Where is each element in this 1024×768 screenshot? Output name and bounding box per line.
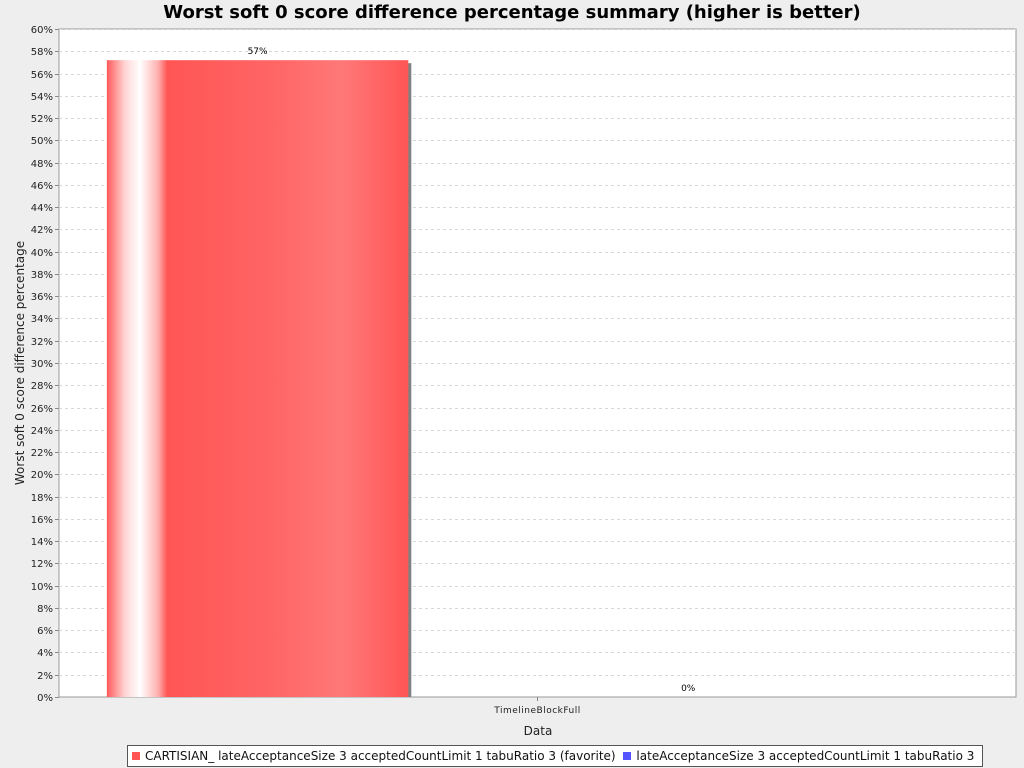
y-tick-label: 38% [31, 270, 53, 281]
y-tick-label: 26% [31, 404, 53, 415]
legend-swatch [132, 752, 140, 760]
y-axis-ticks: 0% 2% 4% 6% 8% 10% 12% 14% 16% 18% 20% 22% 24% 26% 28%… [31, 25, 59, 704]
y-tick-label: 18% [31, 493, 53, 504]
y-tick-label: 40% [31, 248, 53, 259]
y-axis-title: Worst soft 0 score difference percentage [13, 241, 27, 485]
y-tick-label: 56% [31, 70, 53, 81]
y-tick-label: 10% [31, 582, 53, 593]
y-tick-label: 54% [31, 92, 53, 103]
chart-title: Worst soft 0 score difference percentage… [163, 2, 861, 23]
y-tick-label: 2% [37, 671, 53, 682]
y-tick-label: 30% [31, 359, 53, 370]
x-tick-label: TimelineBlockFull [493, 706, 581, 716]
bar-value-label: 57% [248, 47, 268, 57]
plot-area: 57% 0% 0% 2% 4% 6% 8% 10% 12% 14% 16% 18% 20% 22% 24%… [13, 25, 1017, 738]
y-tick-label: 0% [37, 693, 53, 704]
y-tick-label: 28% [31, 381, 53, 392]
y-tick-label: 42% [31, 225, 53, 236]
legend-label: lateAcceptanceSize 3 acceptedCountLimit … [636, 749, 975, 763]
legend: CARTISIAN_ lateAcceptanceSize 3 accepted… [127, 745, 984, 767]
y-tick-label: 48% [31, 159, 53, 170]
bar [106, 60, 409, 697]
legend-label: CARTISIAN_ lateAcceptanceSize 3 accepted… [145, 749, 616, 763]
bar-value-label: 0% [681, 684, 696, 694]
y-tick-label: 34% [31, 314, 53, 325]
y-tick-label: 6% [37, 626, 53, 637]
y-tick-label: 46% [31, 181, 53, 192]
bars: 57% 0% [106, 47, 696, 697]
y-tick-label: 22% [31, 448, 53, 459]
y-tick-label: 44% [31, 203, 53, 214]
y-tick-label: 20% [31, 470, 53, 481]
x-axis-ticks: TimelineBlockFull [493, 697, 581, 716]
y-tick-label: 60% [31, 25, 53, 36]
legend-item: lateAcceptanceSize 3 acceptedCountLimit … [623, 748, 974, 764]
y-tick-label: 16% [31, 515, 53, 526]
y-tick-label: 8% [37, 604, 53, 615]
y-tick-label: 14% [31, 537, 53, 548]
y-tick-label: 36% [31, 292, 53, 303]
y-tick-label: 24% [31, 426, 53, 437]
y-tick-label: 12% [31, 559, 53, 570]
y-tick-label: 32% [31, 337, 53, 348]
y-tick-label: 52% [31, 114, 53, 125]
legend-swatch [623, 752, 632, 760]
y-tick-label: 50% [31, 136, 53, 147]
legend-item: CARTISIAN_ lateAcceptanceSize 3 accepted… [132, 748, 616, 764]
y-tick-label: 4% [37, 648, 53, 659]
y-tick-label: 58% [31, 47, 53, 58]
x-axis-title: Data [524, 724, 553, 738]
